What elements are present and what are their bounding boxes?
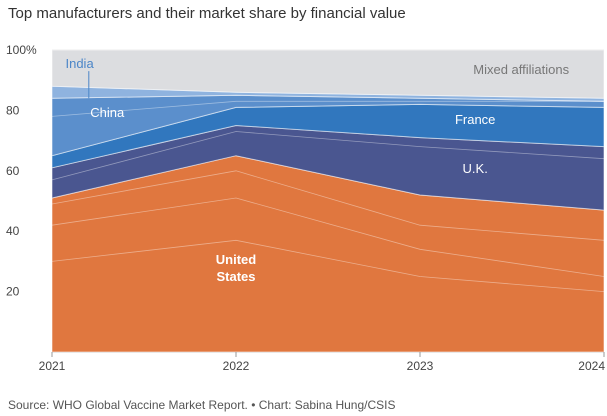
area-series xyxy=(51,49,605,353)
x-tick-label-2021: 2021 xyxy=(39,359,66,373)
label-united-states: United States xyxy=(216,252,257,284)
area-mixed-affiliations xyxy=(51,49,605,99)
divider-united-states-1 xyxy=(51,239,605,292)
label-china: China xyxy=(90,105,125,120)
chart-title: Top manufacturers and their market share… xyxy=(8,5,406,22)
y-tick-label-80: 80 xyxy=(6,103,20,117)
label-india: India xyxy=(65,57,94,72)
divider-u-k-1 xyxy=(51,131,605,181)
x-tick-label-2022: 2022 xyxy=(223,359,250,373)
y-axis-ticks: 20 40 60 80 100% xyxy=(6,43,37,299)
divider-united-states-3 xyxy=(51,170,605,241)
y-tick-label-40: 40 xyxy=(6,224,20,238)
divider-united-states-2 xyxy=(51,197,605,277)
label-u-k: U.K. xyxy=(463,161,488,176)
x-tick-label-2023: 2023 xyxy=(407,359,434,373)
internal-dividers xyxy=(51,100,605,292)
x-axis-ticks: 2021 2022 2023 2024 xyxy=(39,352,605,373)
label-france: France xyxy=(455,112,495,127)
x-tick-label-2024: 2024 xyxy=(578,359,605,373)
series-labels: United States U.K. France China India Mixed af… xyxy=(65,57,569,285)
y-tick-label-20: 20 xyxy=(6,285,20,299)
label-mixed-affiliations: Mixed affiliations xyxy=(473,63,569,78)
divider-china-1 xyxy=(51,100,604,117)
chart-source: Source: WHO Global Vaccine Market Report… xyxy=(8,398,396,412)
y-tick-label-60: 60 xyxy=(6,164,20,178)
y-tick-label-100: 100% xyxy=(6,43,37,57)
